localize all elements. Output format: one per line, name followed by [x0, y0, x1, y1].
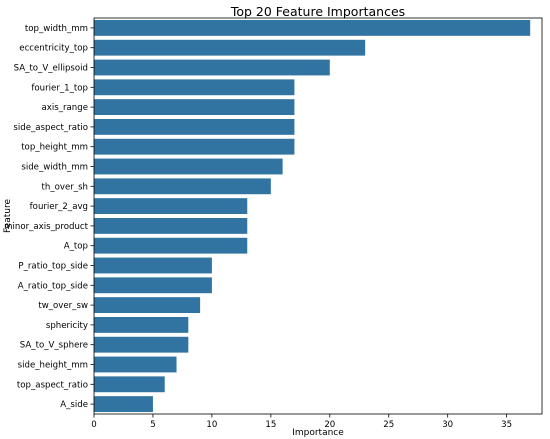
bar-axis_range	[94, 99, 295, 116]
x-axis-label: Importance	[292, 428, 344, 438]
y-tick-label: fourier_1_top	[31, 83, 88, 93]
bar-sphericity	[94, 316, 189, 333]
bar-fourier_2_avg	[94, 198, 248, 215]
x-tick-label: 30	[442, 420, 453, 430]
y-tick-label: eccentricity_top	[19, 44, 88, 54]
bar-side_aspect_ratio	[94, 118, 295, 135]
y-axis-ticks: top_width_mm eccentricity_top SA_to_V_elli…	[4, 24, 94, 410]
y-tick-label: th_over_sh	[42, 182, 89, 192]
bar-P_ratio_top_side	[94, 257, 212, 274]
y-axis-label: Feature	[3, 199, 13, 233]
y-tick-label: SA_to_V_sphere	[20, 341, 88, 351]
bar-side_width_mm	[94, 158, 283, 175]
x-tick-label: 20	[324, 420, 335, 430]
bar-minor_axis_product	[94, 217, 248, 234]
bar-side_height_mm	[94, 356, 177, 373]
bar-th_over_sh	[94, 178, 271, 195]
bar-top_height_mm	[94, 138, 295, 155]
y-tick-label: SA_to_V_ellipsoid	[14, 64, 88, 74]
y-tick-label: A_side	[60, 400, 88, 410]
y-tick-label: A_ratio_top_side	[18, 281, 88, 291]
bar-top_width_mm	[94, 19, 531, 36]
y-tick-label: top_aspect_ratio	[17, 380, 88, 390]
y-tick-label: minor_axis_product	[4, 222, 88, 232]
y-tick-label: top_height_mm	[21, 143, 88, 153]
y-tick-label: fourier_2_avg	[30, 202, 88, 212]
y-tick-label: P_ratio_top_side	[18, 262, 88, 272]
chart-title: Top 20 Feature Importances	[230, 4, 405, 19]
y-tick-label: side_width_mm	[21, 163, 88, 173]
bar-A_side	[94, 396, 153, 413]
y-tick-label: tw_over_sw	[38, 301, 88, 311]
y-tick-label: side_height_mm	[18, 361, 88, 371]
x-tick-label: 25	[383, 420, 394, 430]
x-tick-label: 35	[501, 420, 512, 430]
x-tick-label: 10	[206, 420, 217, 430]
bar-A_top	[94, 237, 248, 254]
y-tick-label: sphericity	[46, 321, 88, 331]
bar-A_ratio_top_side	[94, 277, 212, 294]
y-tick-label: top_width_mm	[25, 24, 88, 34]
bar-top_aspect_ratio	[94, 376, 165, 393]
bar-tw_over_sw	[94, 297, 201, 314]
y-tick-label: A_top	[64, 242, 88, 252]
bar-fourier_1_top	[94, 79, 295, 96]
bar-SA_to_V_sphere	[94, 336, 189, 353]
x-tick-label: 0	[91, 420, 96, 430]
bar-eccentricity_top	[94, 39, 366, 56]
x-axis-ticks: 0 5 10 15 20 25 30 35	[91, 414, 512, 430]
x-tick-label: 5	[150, 420, 155, 430]
bar-SA_to_V_ellipsoid	[94, 59, 330, 76]
y-tick-label: axis_range	[41, 103, 88, 113]
bars-layer	[94, 19, 531, 413]
plot-area-frame	[93, 17, 543, 415]
x-tick-label: 15	[265, 420, 276, 430]
y-tick-label: side_aspect_ratio	[13, 123, 88, 133]
